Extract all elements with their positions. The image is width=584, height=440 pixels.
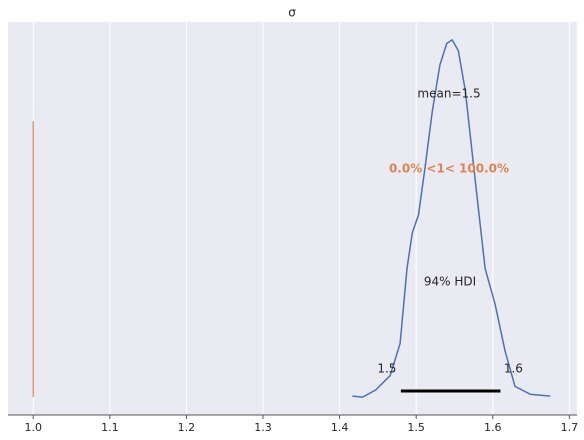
x-tick-label: 1.6 — [484, 421, 502, 434]
reference-label: 0.0% <1< 100.0% — [389, 162, 509, 176]
x-tick-label: 1.0 — [25, 421, 43, 434]
hdi-label: 94% HDI — [424, 275, 476, 289]
hdi-low-label: 1.5 — [377, 362, 396, 376]
hdi-high-label: 1.6 — [504, 362, 523, 376]
x-tick-label: 1.7 — [561, 421, 579, 434]
chart-title: σ — [288, 6, 296, 20]
x-tick-label: 1.3 — [254, 421, 272, 434]
x-tick-label: 1.2 — [178, 421, 196, 434]
mean-label: mean=1.5 — [417, 87, 480, 101]
x-tick-label: 1.5 — [407, 421, 425, 434]
plot-area — [8, 22, 577, 415]
density-line — [352, 38, 551, 398]
x-tick-label: 1.1 — [101, 421, 119, 434]
x-tick-label: 1.4 — [331, 421, 349, 434]
